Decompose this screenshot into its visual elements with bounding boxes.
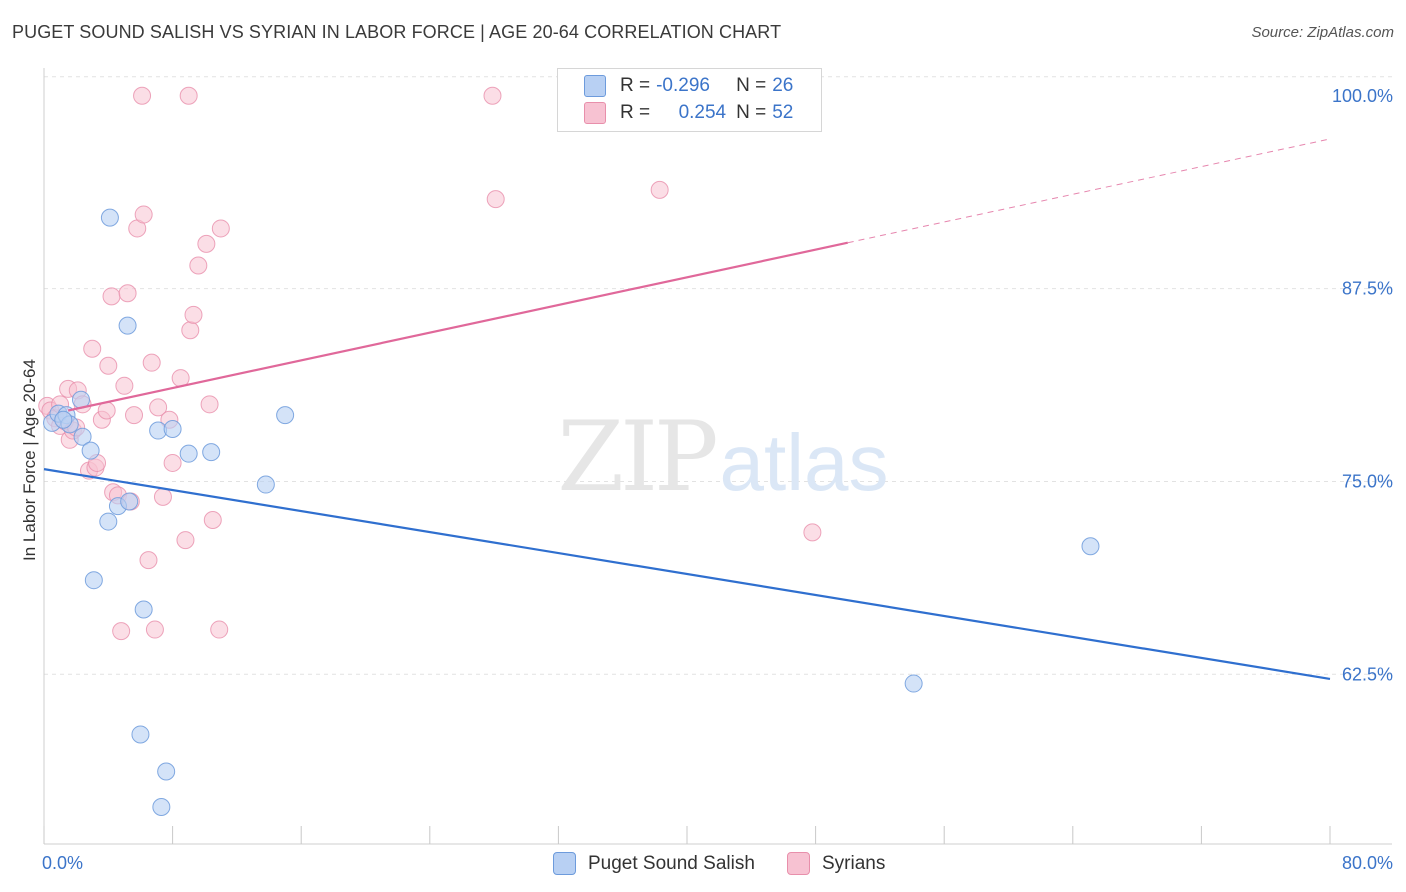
series-puget-sound-salish-points [43,208,1100,816]
syrians-point [125,406,144,425]
legend-swatch-pink [584,102,606,124]
legend-row-puget-sound-salish: R = -0.296 N = 26 [584,75,793,97]
legend-n-label: N = [736,75,767,96]
syrians-point [149,398,168,417]
syrians-point [134,205,153,224]
puget-sound-salish-point [81,441,100,460]
puget-sound-salish-point [276,406,295,425]
syrians-point [176,531,195,550]
puget-sound-salish-point [179,444,198,463]
syrians-point [203,511,222,530]
watermark: ZIP atlas [557,401,888,513]
correlation-legend: R = -0.296 N = 26 R = 0.254 N = 52 [557,68,822,132]
legend-r-value: -0.296 [656,75,710,96]
series-legend-swatch-pink [787,852,810,875]
syrians-point [200,395,219,414]
syrians-point [181,321,200,340]
syrians-point [210,620,229,639]
syrians-point [189,256,208,275]
watermark-atlas: atlas [720,418,889,507]
series-legend-label: Puget Sound Salish [588,852,755,874]
legend-n-value: 26 [772,75,794,96]
syrians-point [102,287,121,306]
syrians-point [483,86,502,105]
syrians-point [197,234,216,253]
y-tick-label: 62.5% [1342,664,1393,684]
syrians-point [163,453,182,472]
axes [43,68,1392,845]
legend-r-value: 0.254 [678,102,727,123]
source-label: Source: ZipAtlas.com [1251,24,1394,41]
syrians-point [211,219,230,238]
puget-sound-salish-point [84,571,103,590]
syrians-trend-line [67,241,848,412]
syrians-point [142,353,161,372]
puget-sound-salish-point [54,410,73,429]
syrians-point [115,376,134,395]
x-tick-label: 0.0% [42,853,83,873]
syrians-point [145,620,164,639]
series-legend-swatch-blue [553,852,576,875]
y-tick-label: 87.5% [1342,279,1393,299]
series-legend-item-syrians: Syrians [787,852,885,875]
puget-sound-salish-point [131,725,150,744]
syrians-point [179,86,198,105]
series-syrians-points [38,86,822,641]
legend-swatch-blue [584,75,606,97]
syrians-point [139,551,158,570]
puget-sound-salish-point [99,512,118,531]
puget-sound-salish-point [120,492,139,511]
y-axis-label: In Labor Force | Age 20-64 [20,359,39,561]
tick-labels: 100.0% 87.5% 75.0% 62.5% 0.0% 80.0% [42,86,1393,873]
syrians-point [184,305,203,324]
trend-lines [43,138,1331,681]
syrians-point [99,356,118,375]
chart-title: PUGET SOUND SALISH VS SYRIAN IN LABOR FO… [12,22,782,42]
syrians-point [118,284,137,303]
puget-sound-salish-point [134,600,153,619]
series-legend-item-puget-sound-salish: Puget Sound Salish [553,852,755,875]
legend-row-syrians: R = 0.254 N = 52 [584,102,793,124]
legend-r-label: R = [620,75,651,96]
legend-r-label: R = [620,102,651,123]
puget-sound-salish-point [202,443,221,462]
y-tick-label: 100.0% [1332,86,1393,106]
y-tick-label: 75.0% [1342,471,1393,491]
puget-sound-salish-point [157,762,176,781]
puget-sound-salish-point [256,475,275,494]
legend-n-label: N = [736,102,767,123]
syrians-point [133,86,152,105]
syrians-point [153,487,172,506]
grid [44,76,1392,675]
puget-sound-salish-point [100,208,119,227]
syrians-point [83,339,102,358]
syrians-point [803,523,822,542]
syrians-point [650,180,669,199]
legend-n-value: 52 [772,102,794,123]
puget-sound-salish-point [73,427,92,446]
puget-sound-salish-point [904,674,923,693]
puget-sound-salish-point [1081,537,1100,556]
watermark-zip: ZIP [557,401,716,513]
syrians-point [112,622,131,641]
syrians-point [486,190,505,209]
puget-sound-salish-trend-line [43,468,1331,681]
series-legend: Puget Sound Salish Syrians [0,852,1406,878]
puget-sound-salish-point [152,797,171,816]
x-tick-label: 80.0% [1342,853,1393,873]
syrians-trend-line-extension [847,138,1331,244]
puget-sound-salish-point [118,316,137,335]
series-legend-label: Syrians [822,852,886,874]
puget-sound-salish-point [163,420,182,439]
